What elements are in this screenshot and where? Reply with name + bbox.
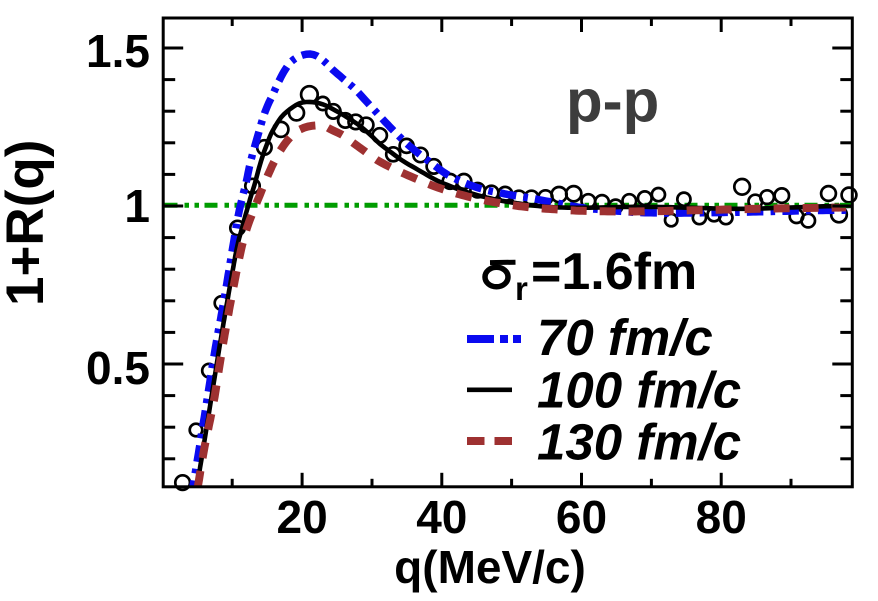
svg-text:100 fm/c: 100 fm/c [537, 362, 741, 419]
svg-text:40: 40 [416, 491, 467, 543]
svg-text:60: 60 [556, 491, 607, 543]
svg-text:q(MeV/c): q(MeV/c) [394, 541, 586, 593]
svg-text:0.5: 0.5 [86, 342, 150, 394]
svg-text:1.5: 1.5 [86, 25, 150, 77]
svg-text:1: 1 [124, 180, 150, 232]
svg-text:70 fm/c: 70 fm/c [537, 309, 713, 366]
svg-text:80: 80 [696, 491, 747, 543]
svg-text:130 fm/c: 130 fm/c [537, 414, 741, 471]
svg-text:r: r [515, 270, 528, 307]
svg-text:1+R(q): 1+R(q) [0, 140, 55, 306]
svg-text:=1.6fm: =1.6fm [531, 243, 697, 301]
svg-text:20: 20 [277, 491, 328, 543]
svg-text:p-p: p-p [566, 68, 659, 135]
